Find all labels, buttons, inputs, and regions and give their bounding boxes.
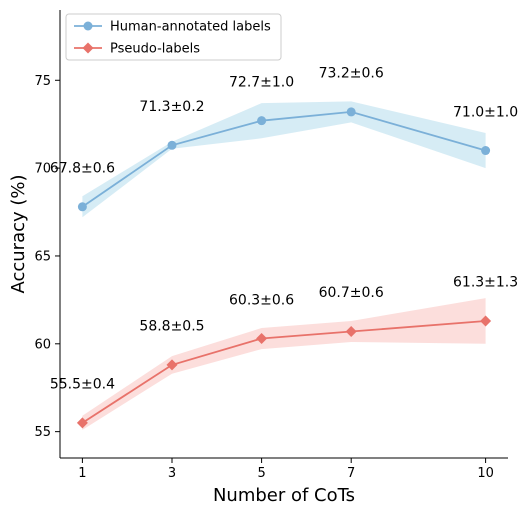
data-point-series-0-0 <box>77 202 87 212</box>
data-point-series-1-3 <box>345 326 357 338</box>
data-labels: 67.8±0.6 71.3±0.2 72.7±1.0 73.2±0.6 71.0±1.0… <box>50 66 518 393</box>
legend-label-series-1: Pseudo-labels <box>110 42 200 57</box>
data-label-series-0-2: 72.7±1.0 <box>229 74 294 90</box>
error-band-series-0 <box>82 101 486 218</box>
data-point-series-0-1 <box>167 140 177 150</box>
data-point-series-1-4 <box>480 315 492 327</box>
x-tick-label: 1 <box>78 466 86 481</box>
data-label-series-1-2: 60.3±0.6 <box>229 292 294 308</box>
data-label-series-0-1: 71.3±0.2 <box>139 99 204 115</box>
error-bands <box>82 101 486 430</box>
y-tick-label: 65 <box>34 249 51 264</box>
data-point-series-1-2 <box>256 333 268 345</box>
x-axis-title: Number of CoTs <box>213 485 355 505</box>
data-label-series-1-3: 60.7±0.6 <box>319 285 384 301</box>
legend-box <box>65 13 282 61</box>
data-label-series-1-1: 58.8±0.5 <box>139 319 204 335</box>
series-markers <box>76 107 492 429</box>
y-tick-label: 70 <box>34 162 51 177</box>
data-point-series-0-2 <box>257 116 267 126</box>
data-label-series-0-3: 73.2±0.6 <box>319 66 384 82</box>
legend: Human-annotated labels Pseudo-labels <box>65 13 282 61</box>
axes: 1 3 5 7 10 55 60 65 70 75 <box>34 10 508 481</box>
data-label-series-0-0: 67.8±0.6 <box>50 161 115 177</box>
data-label-series-1-0: 55.5±0.4 <box>50 377 115 393</box>
legend-marker-series-0 <box>83 21 93 31</box>
x-tick-label: 10 <box>477 466 494 481</box>
legend-marker-series-1 <box>82 42 94 54</box>
data-point-series-0-3 <box>346 107 356 117</box>
y-tick-label: 55 <box>34 425 51 440</box>
x-tick-label: 3 <box>168 466 176 481</box>
y-axis-title: Accuracy (%) <box>8 174 29 293</box>
data-label-series-0-4: 71.0±1.0 <box>453 104 518 120</box>
data-point-series-0-4 <box>481 146 491 156</box>
error-band-series-1 <box>82 298 486 430</box>
y-tick-label: 60 <box>34 337 51 352</box>
data-point-series-1-1 <box>166 359 178 371</box>
data-point-series-1-0 <box>76 417 88 429</box>
y-tick-label: 75 <box>34 74 51 89</box>
legend-label-series-0: Human-annotated labels <box>110 20 271 35</box>
data-label-series-1-4: 61.3±1.3 <box>453 275 518 291</box>
x-tick-label: 5 <box>257 466 265 481</box>
x-tick-label: 7 <box>347 466 355 481</box>
